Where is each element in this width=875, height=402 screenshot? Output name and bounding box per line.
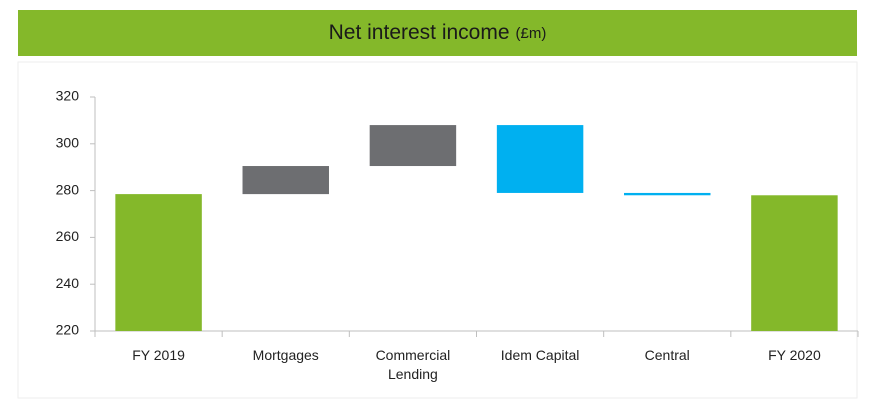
plot-frame [17,61,858,399]
bar [751,195,838,331]
bar [115,194,202,331]
x-tick-label: FY 2019 [132,347,185,363]
bar [496,125,584,193]
x-tick-label: Idem Capital [500,347,580,363]
chart-title: Net interest income [328,21,510,44]
x-tick-label: FY 2020 [768,347,821,363]
x-tick-label: Central [644,347,690,363]
bar [369,125,457,167]
x-tick-label: Mortgages [252,347,319,363]
x-tick-label: Commercial Lending [375,347,451,382]
bar [242,166,329,195]
bar [624,192,711,196]
y-tick-label: 240 [56,275,80,291]
chart-unit: (£m) [515,24,547,42]
title-bar: Net interest income (£m) [18,10,857,56]
y-tick-label: 260 [56,228,80,244]
y-tick-label: 320 [56,88,80,104]
y-tick-label: 300 [56,135,80,151]
y-tick-label: 220 [56,322,80,338]
y-tick-label: 280 [56,181,80,197]
